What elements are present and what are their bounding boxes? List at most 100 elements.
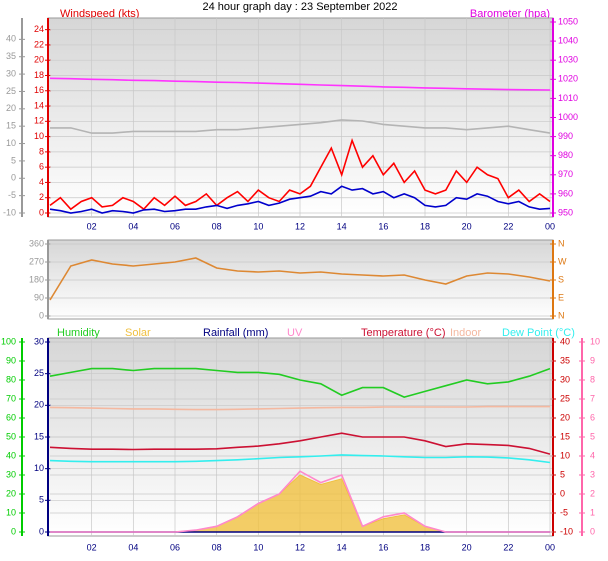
legend-label: Temperature (°C): [361, 327, 445, 339]
plot-background: [47, 17, 554, 218]
y-tick-label: 4: [590, 450, 595, 460]
y-tick-label: N: [558, 310, 565, 320]
legend-label: Solar: [125, 327, 151, 339]
x-tick-label: 12: [295, 542, 305, 552]
y-tick-label: 180: [29, 274, 44, 284]
x-tick-label: 08: [212, 221, 222, 231]
y-tick-label: 24: [34, 24, 44, 34]
y-tick-label: -10: [3, 207, 16, 217]
line: [49, 405, 550, 411]
y-tick-label: 40: [560, 336, 570, 346]
line: [50, 119, 551, 134]
y-tick-label: 10: [590, 336, 600, 346]
x-tick-label: 06: [170, 221, 180, 231]
y-tick-label: 60: [6, 412, 16, 422]
y-tick-label: 8: [590, 374, 595, 384]
y-tick-label: 30: [34, 336, 44, 346]
y-tick-label: 9: [590, 355, 595, 365]
x-tick-label: 14: [337, 542, 347, 552]
y-tick-label: 40: [6, 450, 16, 460]
y-tick-label: 1010: [558, 93, 578, 103]
y-tick-label: 0: [590, 526, 595, 536]
y-tick-label: 4: [39, 177, 44, 187]
y-tick-label: 90: [6, 355, 16, 365]
x-tick-label: 22: [503, 542, 513, 552]
y-tick-label: 14: [34, 100, 44, 110]
y-tick-label: 30: [560, 374, 570, 384]
y-tick-label: 6: [39, 162, 44, 172]
line: [49, 77, 551, 91]
y-tick-label: 8: [39, 146, 44, 156]
x-tick-label: 02: [87, 542, 97, 552]
y-tick-label: 7: [590, 393, 595, 403]
y-tick-label: 100: [1, 336, 16, 346]
y-tick-label: 25: [34, 368, 44, 378]
y-tick-label: 15: [560, 431, 570, 441]
y-tick-label: 22: [34, 39, 44, 49]
line: [49, 432, 551, 455]
y-tick-label: 1: [590, 507, 595, 517]
y-tick-label: 5: [11, 155, 16, 165]
x-tick-label: 00: [545, 221, 555, 231]
x-tick-label: 14: [337, 221, 347, 231]
y-tick-label: 6: [590, 412, 595, 422]
y-tick-label: 0: [11, 526, 16, 536]
y-tick-label: -5: [560, 507, 568, 517]
x-tick-label: 04: [128, 542, 138, 552]
y-tick-label: 2: [39, 192, 44, 202]
y-tick-label: 970: [558, 169, 573, 179]
y-tick-label: 10: [34, 463, 44, 473]
legend-label: UV: [287, 327, 303, 339]
y-tick-label: 1020: [558, 74, 578, 84]
y-tick-label: 0: [560, 488, 565, 498]
y-tick-label: 15: [34, 431, 44, 441]
x-tick-label: 04: [128, 221, 138, 231]
y-tick-label: 270: [29, 256, 44, 266]
line: [49, 185, 551, 214]
y-tick-label: 3: [590, 469, 595, 479]
y-tick-label: 5: [590, 431, 595, 441]
line: [49, 137, 551, 211]
y-tick-label: 50: [6, 431, 16, 441]
legend-label: Rainfall (mm): [203, 327, 268, 339]
y-tick-label: N: [558, 238, 565, 248]
x-tick-label: 20: [462, 221, 472, 231]
x-tick-label: 12: [295, 221, 305, 231]
y-tick-label: 0: [39, 526, 44, 536]
y-tick-label: 5: [560, 469, 565, 479]
y-tick-label: 30: [6, 469, 16, 479]
y-tick-label: 25: [560, 393, 570, 403]
y-tick-label: 15: [6, 121, 16, 131]
y-tick-label: 0: [11, 173, 16, 183]
y-tick-label: 10: [560, 450, 570, 460]
y-tick-label: W: [558, 256, 567, 266]
y-tick-label: 10: [6, 507, 16, 517]
line: [49, 367, 551, 398]
line: [50, 470, 550, 533]
line: [49, 454, 551, 464]
y-tick-label: 20: [34, 55, 44, 65]
y-tick-label: 40: [6, 34, 16, 44]
y-tick-label: 1050: [558, 16, 578, 26]
y-tick-label: 70: [6, 393, 16, 403]
y-tick-label: 35: [560, 355, 570, 365]
y-tick-label: 20: [560, 412, 570, 422]
line: [49, 257, 551, 301]
y-tick-label: 10: [34, 131, 44, 141]
y2-axis-title: Barometer (hpa): [470, 8, 550, 20]
y-tick-label: 35: [6, 51, 16, 61]
chart-title: 24 hour graph day : 23 September 2022: [202, 1, 397, 13]
y-tick-label: 30: [6, 68, 16, 78]
y-tick-label: 20: [34, 400, 44, 410]
legend-label: Humidity: [57, 327, 100, 339]
x-tick-label: 20: [462, 542, 472, 552]
x-tick-label: 16: [378, 542, 388, 552]
y-tick-label: 18: [34, 70, 44, 80]
y-tick-label: 10: [6, 138, 16, 148]
x-tick-label: 10: [253, 542, 263, 552]
y-tick-label: 25: [6, 86, 16, 96]
y-axis-title: Windspeed (kts): [60, 8, 139, 20]
y-tick-label: 12: [34, 116, 44, 126]
y-tick-label: 80: [6, 374, 16, 384]
